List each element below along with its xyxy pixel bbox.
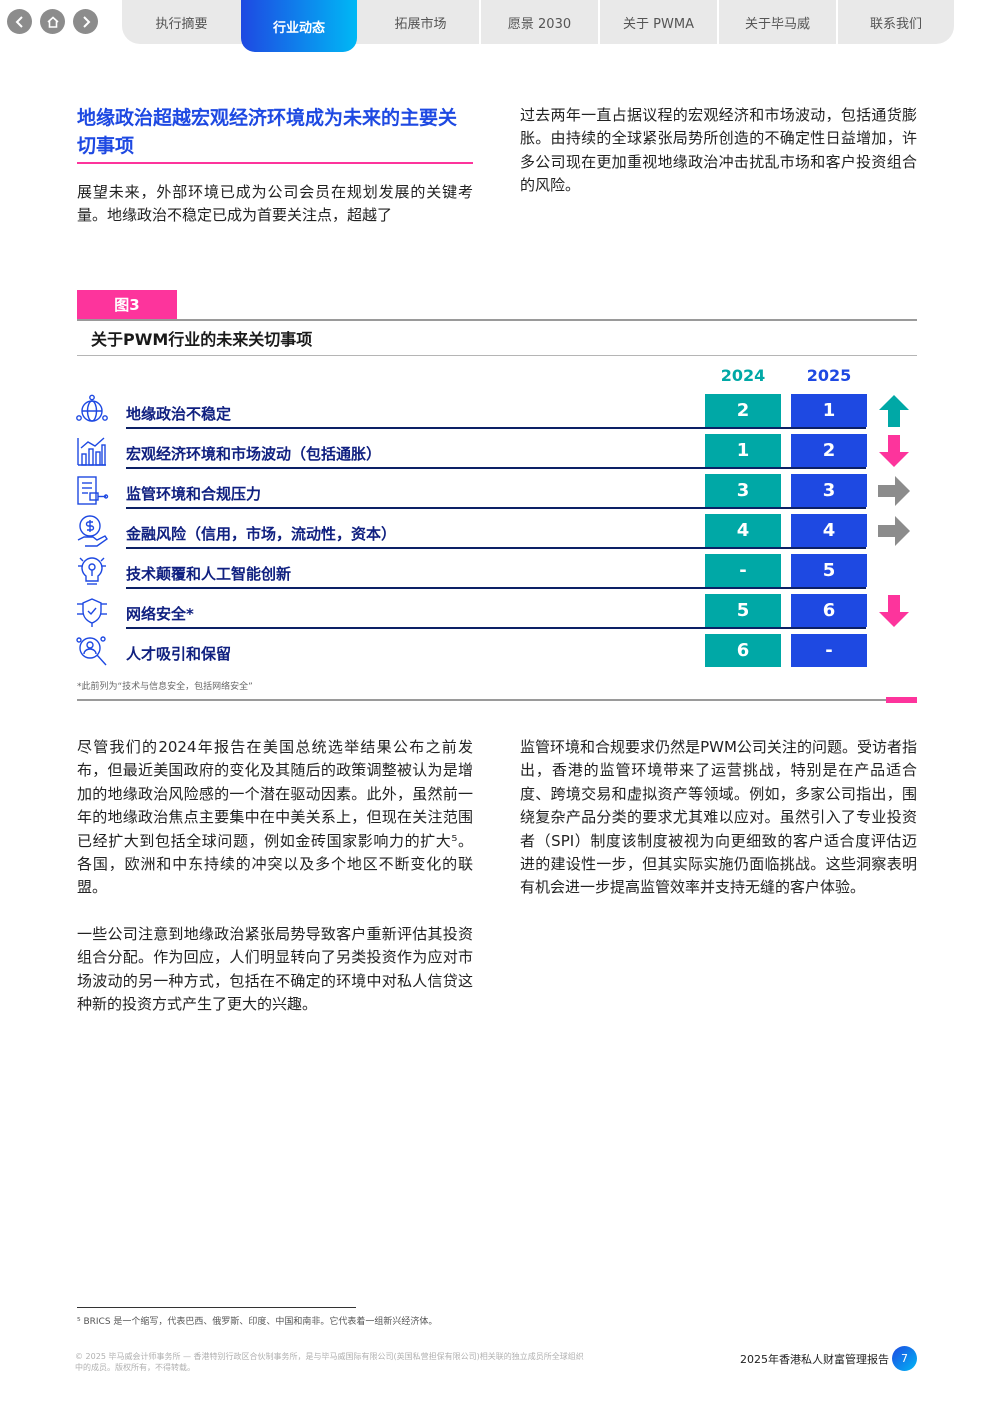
body-right-paragraph-1: 监管环境和合规要求仍然是PWM公司关注的问题。受访者指出，香港的监管环境带来了运… <box>520 738 917 897</box>
home-icon <box>46 15 59 28</box>
rank-2024: 2 <box>705 394 781 427</box>
intro-right-paragraph: 过去两年一直占据议程的宏观经济和市场波动，包括通货膨胀。由持续的全球紧张局势所创… <box>520 106 917 195</box>
rank-2025: 4 <box>791 514 867 547</box>
page-number: 7 <box>892 1346 917 1371</box>
concern-label: 宏观经济环境和市场波动（包括通胀） <box>126 445 382 463</box>
rank-2024: 3 <box>705 474 781 507</box>
copyright-notice: © 2025 毕马威会计师事务所 — 香港特别行政区合伙制事务所，是与毕马威国际… <box>75 1352 584 1372</box>
top-tab-bar: 执行摘要 行业动态 拓展市场 愿景 2030 关于 PWMA 关于毕马威 联系我… <box>122 0 954 52</box>
footnote-rule <box>77 1307 356 1308</box>
tab-expand-markets[interactable]: 拓展市场 <box>394 16 447 32</box>
concern-label: 监管环境和合规压力 <box>126 485 262 503</box>
figure-note: *此前列为“技术与信息安全，包括网络安全” <box>77 682 253 692</box>
rank-2025: 3 <box>791 474 867 507</box>
rank-2025: 2 <box>791 434 867 467</box>
year-header-2024: 2024 <box>720 366 766 385</box>
rank-2025: 6 <box>791 594 867 627</box>
concern-row: 网络安全* 5 6 <box>75 594 915 634</box>
rank-2024: - <box>705 554 781 587</box>
row-underline <box>126 587 866 589</box>
rank-2025: 5 <box>791 554 867 587</box>
tab-about-pwma[interactable]: 关于 PWMA <box>598 0 717 44</box>
rank-2025: - <box>791 634 867 667</box>
home-button[interactable] <box>40 9 65 34</box>
rank-2025: 1 <box>791 394 867 427</box>
section-heading: 地缘政治超越宏观经济环境成为未来的主要关切事项 <box>77 107 458 157</box>
concern-label: 地缘政治不稳定 <box>126 405 232 423</box>
ai-lightbulb-icon <box>78 557 106 585</box>
chevron-right-icon <box>82 15 90 28</box>
row-underline <box>126 627 866 629</box>
concern-label: 金融风险（信用，市场，流动性，资本） <box>126 525 397 543</box>
body-left-paragraph-1: 尽管我们的2024年报告在美国总统选举结果公布之前发布，但最近美国政府的变化及其… <box>77 738 473 897</box>
figure-title-rule <box>77 355 917 356</box>
concern-label: 网络安全* <box>126 605 194 623</box>
tab-vision-2030[interactable]: 愿景 2030 <box>479 0 598 44</box>
report-title: 2025年香港私人财富管理报告 <box>740 1353 889 1366</box>
concern-row: 宏观经济环境和市场波动（包括通胀） 1 2 <box>75 434 915 474</box>
footnote: ⁵ BRICS 是一个缩写，代表巴西、俄罗斯、印度、中国和南非。它代表着一组新兴… <box>77 1317 438 1327</box>
dollar-hand-icon <box>77 515 108 547</box>
tab-executive-summary[interactable]: 执行摘要 <box>155 16 208 32</box>
figure-tag: 图3 <box>77 290 177 319</box>
tab-about-kpmg[interactable]: 关于毕马威 <box>717 0 836 44</box>
rank-2024: 5 <box>705 594 781 627</box>
regulation-document-icon <box>77 476 109 505</box>
rank-2024: 1 <box>705 434 781 467</box>
concern-row: 技术颠覆和人工智能创新 - 5 <box>75 554 915 594</box>
arrow-right-icon <box>878 516 910 546</box>
talent-search-icon <box>76 636 107 666</box>
concern-row: 监管环境和合规压力 3 3 <box>75 474 915 514</box>
figure-bottom-rule <box>77 699 917 701</box>
chevron-left-icon <box>15 15 23 28</box>
body-left-paragraph-2: 一些公司注意到地缘政治紧张局势导致客户重新评估其投资组合分配。作为回应，人们明显… <box>77 925 473 1014</box>
bar-chart-icon <box>77 437 106 466</box>
back-button[interactable] <box>7 9 32 34</box>
tab-industry-trends[interactable]: 行业动态 <box>241 0 357 52</box>
figure-accent-bar <box>886 697 917 703</box>
rank-2024: 6 <box>705 634 781 667</box>
concern-row: 人才吸引和保留 6 - <box>75 634 915 674</box>
concern-label: 人才吸引和保留 <box>126 645 232 663</box>
arrow-up-icon <box>879 395 909 427</box>
arrow-down-icon <box>879 435 909 467</box>
arrow-down-icon <box>879 595 909 627</box>
cyber-shield-icon <box>77 598 107 627</box>
concern-label: 技术颠覆和人工智能创新 <box>126 565 292 583</box>
rank-2024: 4 <box>705 514 781 547</box>
arrow-right-icon <box>878 476 910 506</box>
heading-divider <box>77 162 473 164</box>
concern-row: 金融风险（信用，市场，流动性，资本） 4 4 <box>75 514 915 554</box>
year-header-2025: 2025 <box>806 366 852 385</box>
row-underline <box>126 427 866 429</box>
figure-title: 关于PWM行业的未来关切事项 <box>91 330 313 349</box>
concern-row: 地缘政治不稳定 2 1 <box>75 394 915 434</box>
row-underline <box>126 467 866 469</box>
tab-contact-us[interactable]: 联系我们 <box>836 0 954 44</box>
forward-button[interactable] <box>73 9 98 34</box>
intro-left-paragraph: 展望未来，外部环境已成为公司会员在规划发展的关键考量。地缘政治不稳定已成为首要关… <box>77 183 473 225</box>
row-underline <box>126 547 866 549</box>
globe-network-icon <box>76 394 108 422</box>
row-underline <box>126 507 866 509</box>
figure-top-rule <box>77 319 917 321</box>
